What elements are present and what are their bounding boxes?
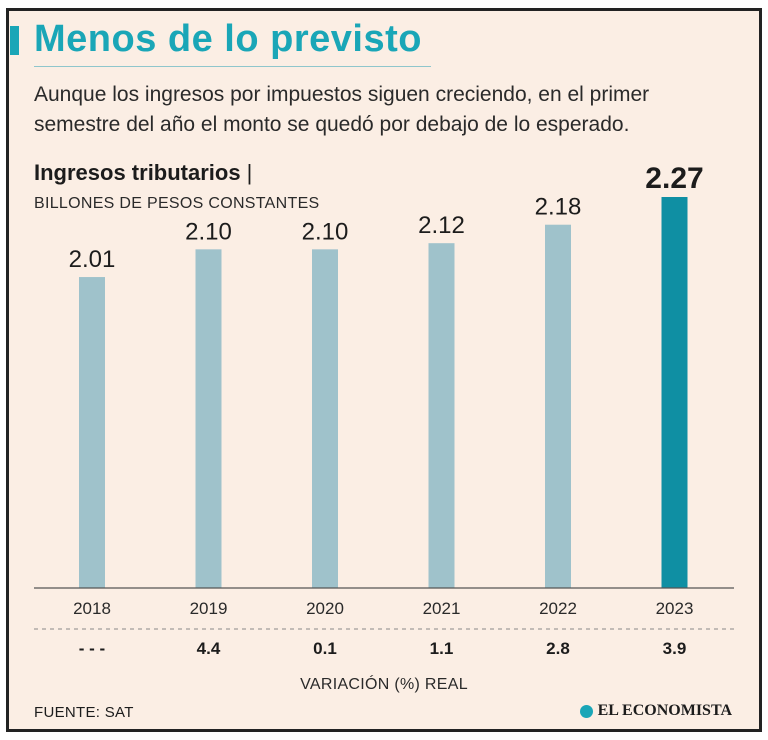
variation-value-2022: 2.8 <box>546 639 570 658</box>
bar-2023 <box>662 197 688 588</box>
bar-chart: 2.01 2018 - - - 2.10 2019 4.4 2.10 2020 0.1 2.12 2… <box>0 0 768 740</box>
source-note: FUENTE: SAT <box>34 704 134 721</box>
tick-label-2021: 2021 <box>423 599 461 618</box>
tick-label-2022: 2022 <box>539 599 577 618</box>
bar-2019 <box>196 249 222 588</box>
value-label-2018: 2.01 <box>69 246 116 273</box>
value-label-2021: 2.12 <box>418 212 465 239</box>
variation-value-2021: 1.1 <box>430 639 454 658</box>
variation-value-2018: - - - <box>79 639 105 658</box>
tick-label-2018: 2018 <box>73 599 111 618</box>
variation-value-2020: 0.1 <box>313 639 337 658</box>
bar-2020 <box>312 249 338 588</box>
value-label-2019: 2.10 <box>185 218 232 245</box>
el-economista-logo-icon <box>580 705 593 718</box>
variation-label: VARIACIÓN (%) REAL <box>0 676 768 694</box>
value-label-2020: 2.10 <box>302 218 349 245</box>
value-label-2023: 2.27 <box>645 162 703 195</box>
tick-label-2020: 2020 <box>306 599 344 618</box>
tick-label-2023: 2023 <box>656 599 694 618</box>
bar-2021 <box>429 243 455 588</box>
value-label-2022: 2.18 <box>535 194 582 221</box>
brand-name: EL ECONOMISTA <box>598 702 732 720</box>
bar-2018 <box>79 277 105 588</box>
brand-logo: EL ECONOMISTA <box>580 702 732 720</box>
tick-label-2019: 2019 <box>190 599 228 618</box>
variation-value-2019: 4.4 <box>197 639 221 658</box>
bar-2022 <box>545 225 571 588</box>
variation-value-2023: 3.9 <box>663 639 687 658</box>
